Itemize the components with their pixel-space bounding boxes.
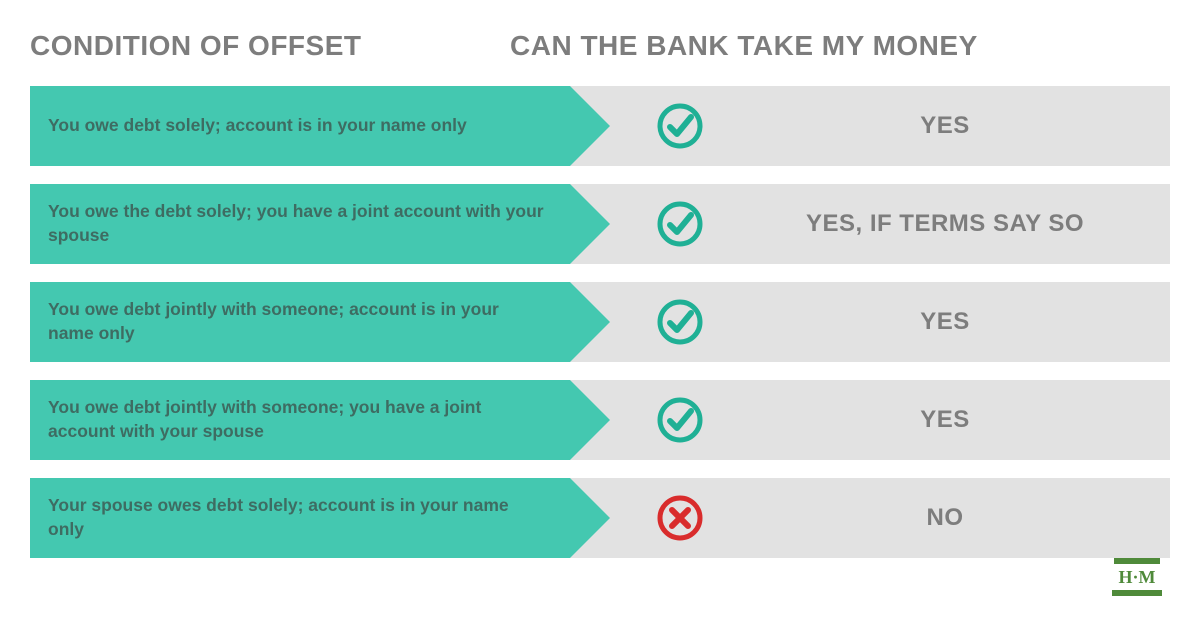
- table-row: You owe debt jointly with someone; accou…: [30, 282, 1170, 362]
- check-icon: [656, 200, 704, 248]
- condition-text: You owe the debt solely; you have a join…: [48, 200, 548, 247]
- condition-arrow: You owe the debt solely; you have a join…: [30, 184, 570, 264]
- status-icon-cell: [610, 200, 750, 248]
- check-icon: [656, 396, 704, 444]
- condition-text: You owe debt solely; account is in your …: [48, 114, 467, 138]
- condition-arrow: You owe debt solely; account is in your …: [30, 86, 570, 166]
- answer-text: NO: [750, 504, 1170, 532]
- condition-text: You owe debt jointly with someone; accou…: [48, 298, 548, 345]
- answer-text: YES: [750, 406, 1170, 434]
- table-row: You owe debt jointly with someone; you h…: [30, 380, 1170, 460]
- check-icon: [656, 298, 704, 346]
- table-row: You owe the debt solely; you have a join…: [30, 184, 1170, 264]
- answer-text: YES: [750, 112, 1170, 140]
- status-icon-cell: [610, 102, 750, 150]
- table-row: Your spouse owes debt solely; account is…: [30, 478, 1170, 558]
- condition-arrow: You owe debt jointly with someone; accou…: [30, 282, 570, 362]
- cross-icon: [656, 494, 704, 542]
- table-row: You owe debt solely; account is in your …: [30, 86, 1170, 166]
- header-answer: CAN THE BANK TAKE MY MONEY: [510, 30, 1170, 62]
- answer-text: YES, IF TERMS SAY SO: [750, 210, 1170, 238]
- header-condition: CONDITION OF OFFSET: [30, 30, 510, 62]
- brand-logo: H·M: [1108, 555, 1166, 599]
- answer-text: YES: [750, 308, 1170, 336]
- check-icon: [656, 102, 704, 150]
- status-icon-cell: [610, 494, 750, 542]
- condition-text: Your spouse owes debt solely; account is…: [48, 494, 548, 541]
- condition-arrow: You owe debt jointly with someone; you h…: [30, 380, 570, 460]
- status-icon-cell: [610, 396, 750, 444]
- status-icon-cell: [610, 298, 750, 346]
- condition-text: You owe debt jointly with someone; you h…: [48, 396, 548, 443]
- header-row: CONDITION OF OFFSET CAN THE BANK TAKE MY…: [30, 30, 1170, 62]
- svg-text:H·M: H·M: [1119, 567, 1156, 587]
- condition-arrow: Your spouse owes debt solely; account is…: [30, 478, 570, 558]
